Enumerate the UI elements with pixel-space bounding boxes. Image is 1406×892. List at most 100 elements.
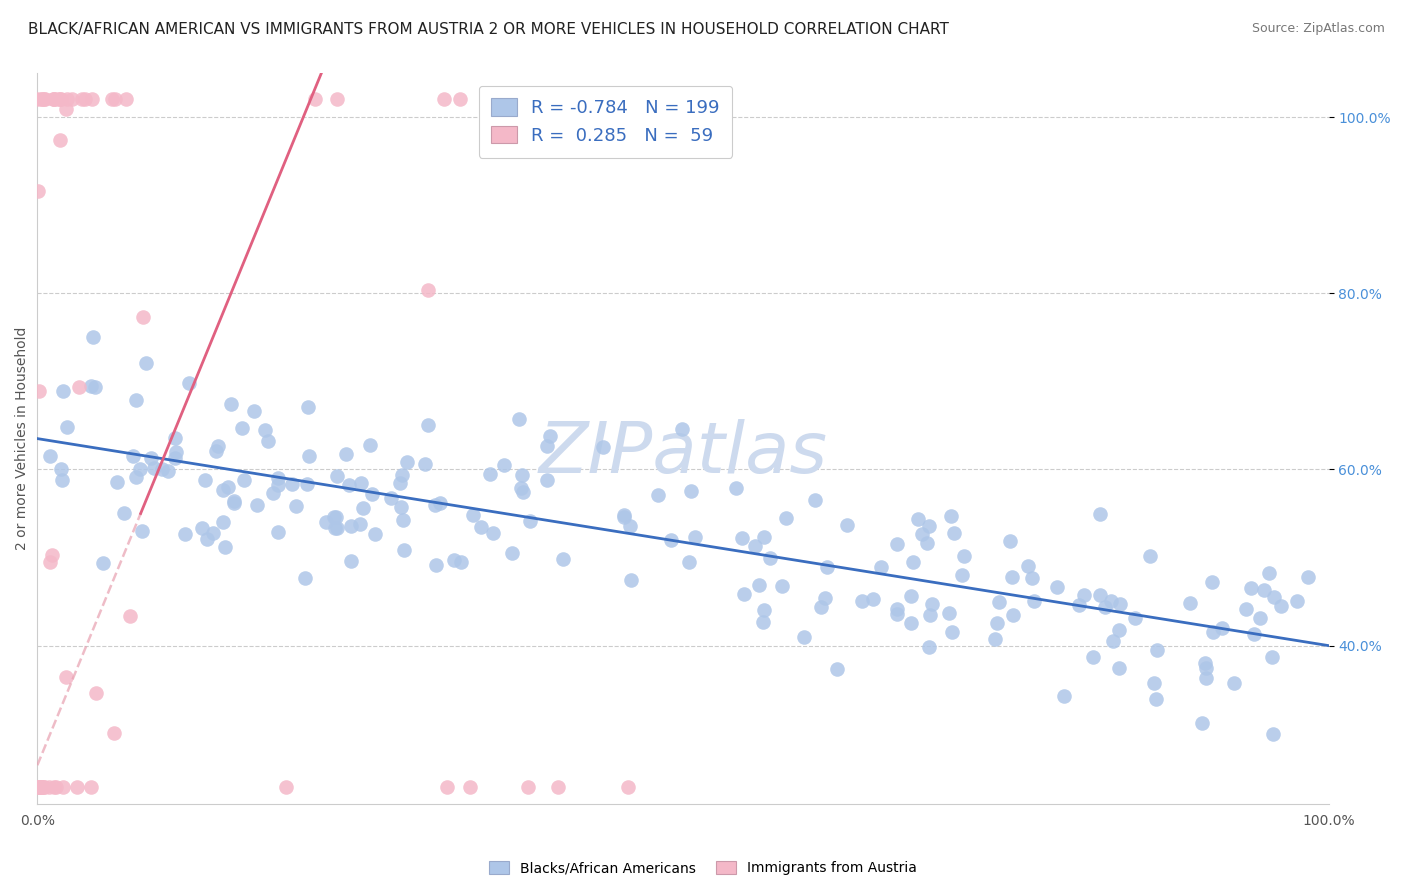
Point [45, 780, 67, 794]
Point [105, 475, 128, 489]
Point [1261, 649, 1284, 664]
Point [1146, 642, 1168, 657]
Point [671, 422, 693, 436]
Point [754, 530, 776, 544]
Point [38, 780, 60, 794]
Point [678, 555, 700, 569]
Point [900, 589, 922, 603]
Point [886, 537, 908, 551]
Point [285, 499, 308, 513]
Point [1024, 593, 1046, 607]
Point [429, 496, 451, 510]
Point [27, 780, 49, 794]
Point [389, 500, 412, 515]
Point [517, 780, 540, 794]
Point [295, 476, 318, 491]
Point [42, 92, 65, 106]
Point [1139, 549, 1161, 563]
Point [135, 355, 157, 369]
Point [28, 780, 51, 794]
Point [262, 486, 284, 500]
Point [793, 630, 815, 644]
Point [165, 450, 187, 465]
Point [921, 598, 943, 612]
Point [39, 450, 62, 464]
Point [918, 640, 941, 654]
Point [55, 670, 77, 684]
Point [49, 92, 72, 106]
Point [304, 92, 326, 106]
Point [174, 526, 197, 541]
Point [1270, 599, 1292, 614]
Point [759, 550, 782, 565]
Point [32, 780, 55, 794]
Point [1195, 661, 1218, 675]
Point [659, 533, 682, 547]
Point [987, 595, 1010, 609]
Point [49, 92, 72, 106]
Point [217, 480, 239, 494]
Point [60, 92, 83, 106]
Point [1191, 716, 1213, 731]
Point [681, 483, 703, 498]
Point [32, 780, 55, 794]
Point [1253, 583, 1275, 598]
Point [31, 92, 53, 106]
Point [103, 726, 125, 740]
Point [352, 501, 374, 516]
Point [125, 470, 148, 484]
Point [1201, 625, 1223, 640]
Point [120, 608, 142, 623]
Point [211, 516, 233, 530]
Text: ZIPatlas: ZIPatlas [538, 418, 828, 488]
Point [214, 540, 236, 554]
Point [510, 481, 533, 495]
Legend: R = -0.784   N = 199, R =  0.285   N =  59: R = -0.784 N = 199, R = 0.285 N = 59 [479, 86, 733, 158]
Point [219, 397, 242, 411]
Point [501, 546, 523, 560]
Point [337, 478, 360, 492]
Point [253, 423, 276, 437]
Point [349, 516, 371, 531]
Point [363, 527, 385, 541]
Point [1123, 611, 1146, 625]
Point [1108, 623, 1130, 637]
Point [395, 455, 418, 469]
Point [52, 384, 75, 399]
Point [41, 549, 63, 563]
Point [1201, 575, 1223, 590]
Point [83, 380, 105, 394]
Point [423, 498, 446, 512]
Point [315, 515, 337, 529]
Point [66, 780, 89, 794]
Point [297, 401, 319, 415]
Point [413, 457, 436, 471]
Point [613, 508, 636, 522]
Point [276, 780, 298, 794]
Point [1243, 627, 1265, 641]
Point [131, 524, 153, 539]
Point [243, 404, 266, 418]
Point [177, 376, 200, 391]
Point [131, 310, 153, 325]
Point [752, 602, 775, 616]
Point [634, 92, 657, 106]
Point [139, 451, 162, 466]
Point [1143, 676, 1166, 690]
Point [553, 551, 575, 566]
Point [150, 462, 173, 476]
Point [231, 421, 253, 435]
Point [458, 780, 481, 794]
Point [359, 438, 381, 452]
Y-axis label: 2 or more Vehicles in Household: 2 or more Vehicles in Household [15, 326, 30, 550]
Point [325, 510, 347, 524]
Point [1234, 602, 1257, 616]
Point [281, 476, 304, 491]
Legend: Blacks/African Americans, Immigrants from Austria: Blacks/African Americans, Immigrants fro… [484, 855, 922, 880]
Point [28, 384, 51, 399]
Point [886, 607, 908, 621]
Point [752, 615, 775, 630]
Point [207, 439, 229, 453]
Point [1144, 691, 1167, 706]
Point [51, 473, 73, 487]
